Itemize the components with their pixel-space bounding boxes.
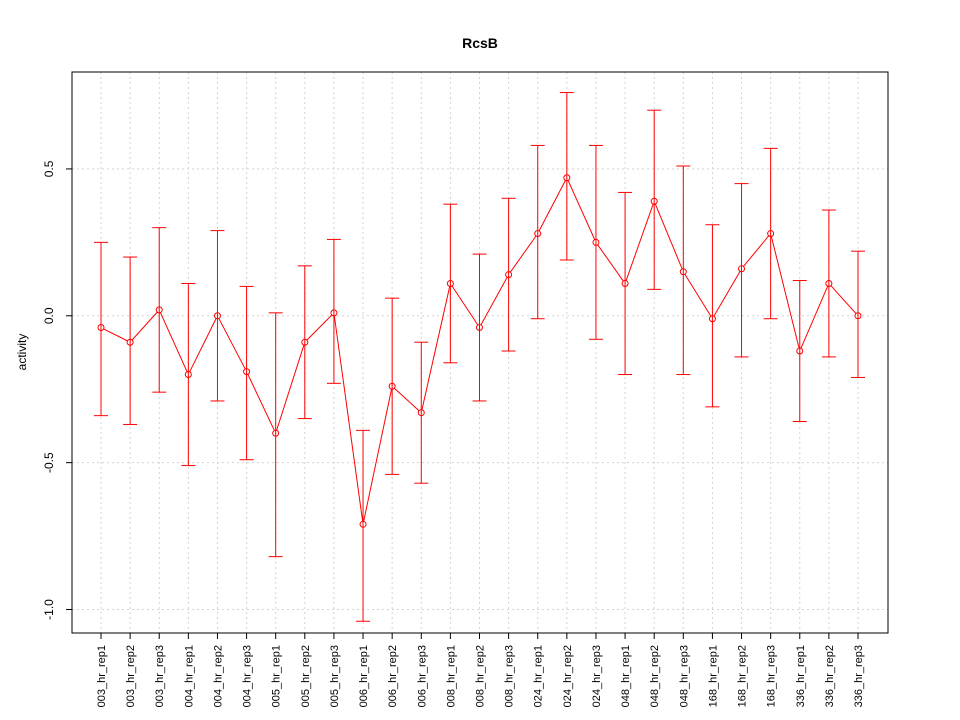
data-point (621, 279, 629, 287)
x-tick-label: 008_hr_rep3 (504, 645, 516, 707)
data-point (97, 324, 105, 332)
x-tick-label: 008_hr_rep1 (445, 645, 457, 707)
data-point (563, 174, 571, 182)
x-tick-label: 005_hr_rep2 (300, 645, 312, 707)
x-tick-label: 003_hr_rep2 (125, 645, 137, 707)
y-tick-label: -1.0 (42, 599, 56, 620)
x-tick-label: 003_hr_rep3 (154, 645, 166, 707)
y-tick-label: 0.0 (42, 307, 56, 324)
data-point (534, 230, 542, 238)
y-axis: -1.0 -0.5 0.0 0.5 (42, 160, 73, 620)
x-tick-label: 024_hr_rep1 (533, 645, 545, 707)
data-point (301, 338, 309, 346)
x-tick-label: 006_hr_rep3 (416, 645, 428, 707)
data-point (417, 409, 425, 417)
data-point (126, 338, 134, 346)
x-tick-label: 024_hr_rep3 (591, 645, 603, 707)
x-tick-label: 336_hr_rep3 (853, 645, 865, 707)
data-point (708, 315, 716, 323)
x-tick-label: 008_hr_rep2 (475, 645, 487, 707)
x-tick-label: 336_hr_rep1 (795, 645, 807, 707)
x-tick-label: 004_hr_rep2 (212, 645, 224, 707)
x-tick-label: 048_hr_rep3 (678, 645, 690, 707)
data-point (854, 312, 862, 320)
series-line (103, 180, 857, 522)
x-tick-label: 005_hr_rep3 (329, 645, 341, 707)
x-tick-label: 004_hr_rep3 (242, 645, 254, 707)
x-tick-label: 048_hr_rep2 (649, 645, 661, 707)
x-tick-label: 048_hr_rep1 (620, 645, 632, 707)
data-point (679, 268, 687, 276)
data-point (359, 520, 367, 528)
data-point (330, 309, 338, 317)
x-tick-label: 168_hr_rep3 (766, 645, 778, 707)
x-tick-label: 006_hr_rep2 (387, 645, 399, 707)
y-tick-label: -0.5 (42, 452, 56, 473)
y-tick-label: 0.5 (42, 160, 56, 177)
chart-title: RcsB (462, 35, 498, 51)
data-point (446, 279, 454, 287)
x-tick-label: 168_hr_rep1 (707, 645, 719, 707)
x-tick-label: 005_hr_rep1 (271, 645, 283, 707)
data-point (476, 324, 483, 332)
data-point (767, 230, 775, 238)
data-point (738, 265, 746, 273)
data-point (388, 382, 396, 390)
x-tick-label: 006_hr_rep1 (358, 645, 370, 707)
data-point (825, 279, 833, 287)
x-axis: 003_hr_rep1 003_hr_rep2 003_hr_rep3 004_hr_… (96, 632, 865, 707)
data-point (505, 271, 513, 279)
x-tick-label: 003_hr_rep1 (96, 645, 108, 707)
data-point (592, 238, 600, 246)
x-tick-label: 024_hr_rep2 (562, 645, 574, 707)
data-points (97, 174, 862, 528)
data-point (184, 371, 192, 379)
data-point (243, 368, 251, 376)
data-point (650, 197, 658, 205)
error-bars (94, 92, 865, 622)
x-tick-label: 336_hr_rep2 (824, 645, 836, 707)
data-point (272, 429, 280, 437)
data-point (155, 306, 163, 314)
data-point (213, 312, 221, 320)
y-axis-label: activity (15, 334, 29, 371)
x-tick-label: 004_hr_rep1 (183, 645, 195, 707)
data-point (796, 347, 804, 355)
x-tick-label: 168_hr_rep2 (737, 645, 749, 707)
